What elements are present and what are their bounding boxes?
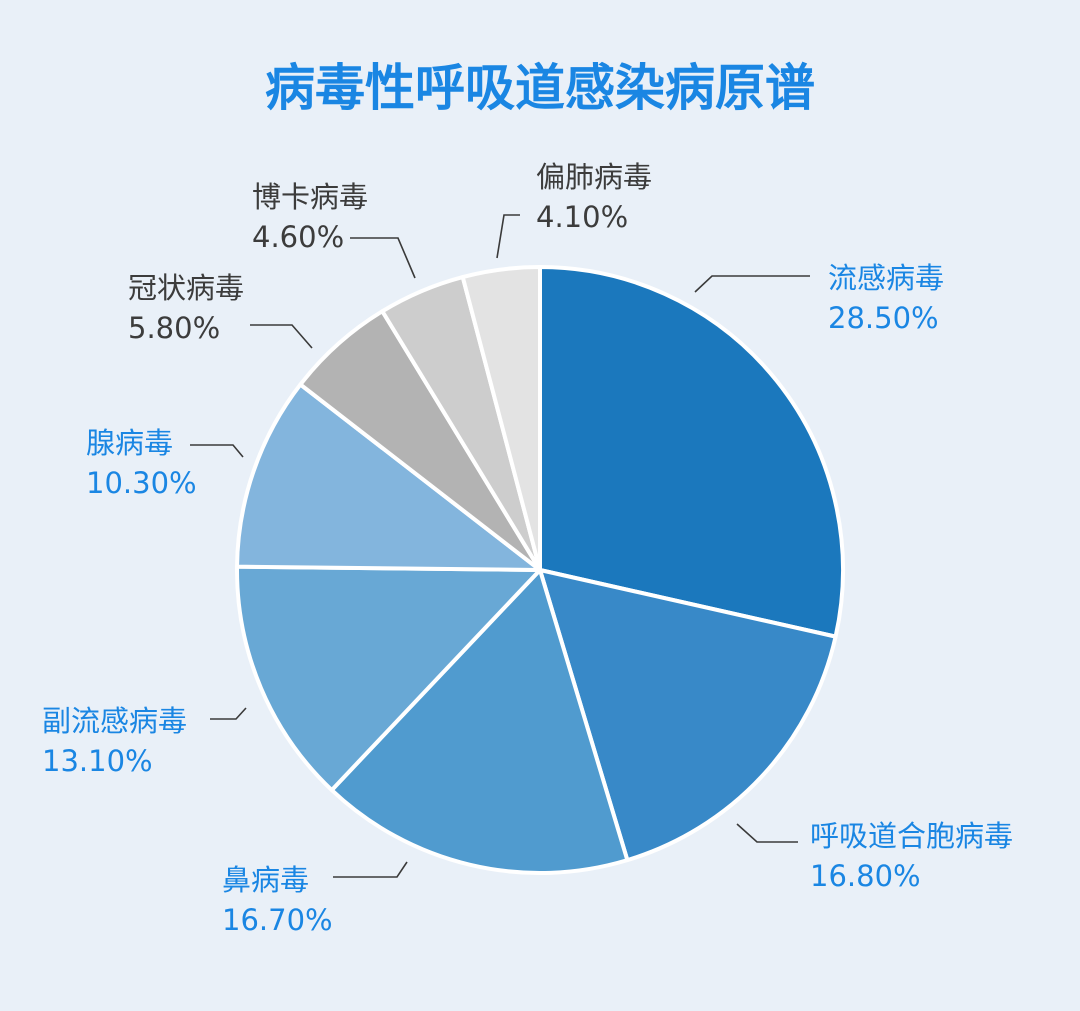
slice-value-label-slice-2: 16.80% xyxy=(810,859,921,893)
leader-line-slice-1 xyxy=(694,275,810,293)
pie-slice-slice-2 xyxy=(538,568,838,863)
pie-slice-slice-3 xyxy=(329,568,630,875)
slice-label-slice-4: 副流感病毒 xyxy=(42,704,187,738)
slice-value-label-slice-4: 13.10% xyxy=(42,744,153,778)
leader-lines xyxy=(190,214,810,878)
leader-line-slice-6 xyxy=(250,324,313,349)
slice-value-label-slice-1: 28.50% xyxy=(828,301,939,335)
slice-label-slice-2: 呼吸道合胞病毒 xyxy=(810,819,1013,853)
pie-slices xyxy=(235,265,845,875)
slice-label-slice-8: 偏肺病毒 xyxy=(536,160,652,194)
leader-line-slice-3 xyxy=(333,861,408,878)
leader-line-slice-4 xyxy=(210,707,247,720)
slice-value-label-slice-3: 16.70% xyxy=(222,903,333,937)
slice-label-slice-5: 腺病毒 xyxy=(86,426,173,460)
slice-label-slice-6: 冠状病毒 xyxy=(128,271,244,305)
slice-label-slice-3: 鼻病毒 xyxy=(222,863,309,897)
slice-labels: 流感病毒 28.50% 呼吸道合胞病毒 16.80% 鼻病毒 16.70% 副流感病毒 13.… xyxy=(42,160,1013,937)
slice-label-slice-1: 流感病毒 xyxy=(828,261,944,295)
slice-label-slice-7: 博卡病毒 xyxy=(252,180,368,214)
leader-line-slice-2 xyxy=(736,823,798,843)
leader-line-slice-8 xyxy=(496,214,520,259)
pie-slice-slice-1 xyxy=(538,265,845,639)
slice-value-label-slice-8: 4.10% xyxy=(536,200,628,234)
pie-slice-slice-5 xyxy=(235,382,542,572)
slice-value-label-slice-7: 4.60% xyxy=(252,220,344,254)
chart-title: 病毒性呼吸道感染病原谱 xyxy=(265,59,815,117)
slice-value-label-slice-6: 5.80% xyxy=(128,311,220,345)
pie-slice-slice-8 xyxy=(460,265,542,572)
leader-line-slice-5 xyxy=(190,444,244,458)
slice-value-label-slice-5: 10.30% xyxy=(86,466,197,500)
leader-line-slice-7 xyxy=(350,237,416,279)
pie-slice-slice-4 xyxy=(235,564,542,793)
